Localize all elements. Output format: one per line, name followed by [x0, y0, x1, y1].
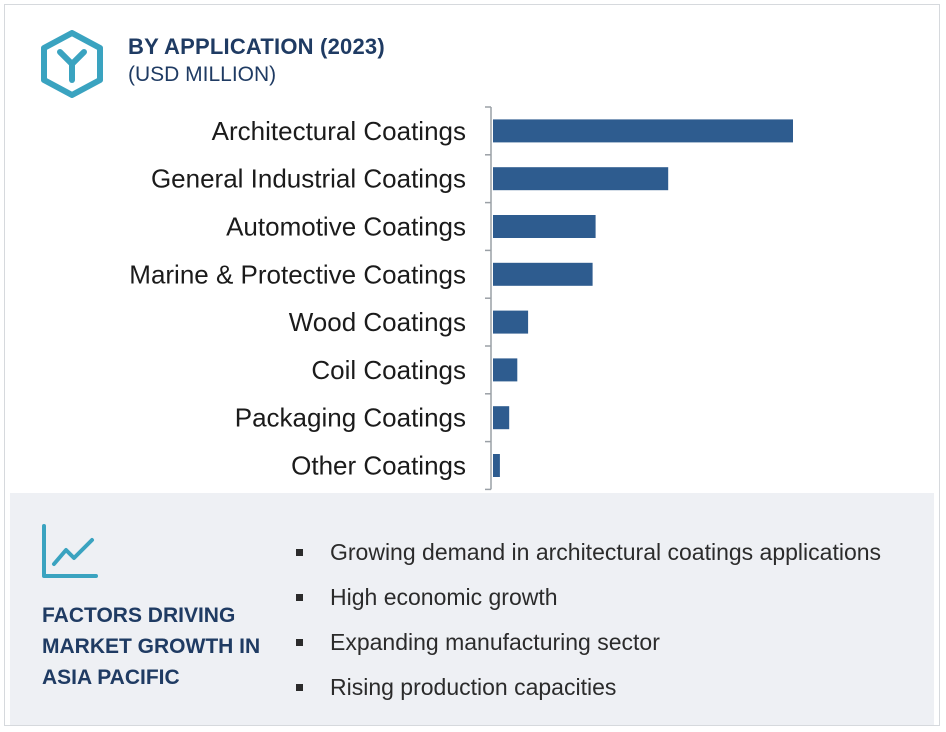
chart-subtitle: (USD MILLION) [128, 63, 277, 86]
category-label: Automotive Coatings [226, 212, 466, 242]
bullet-icon [296, 549, 303, 556]
category-label: Packaging Coatings [235, 403, 466, 433]
factors-title: FACTORS DRIVING MARKET GROWTH IN ASIA PA… [42, 604, 261, 689]
bullet-icon [296, 684, 303, 691]
factor-item-text: Growing demand in architectural coatings… [330, 539, 882, 565]
factors-list: Growing demand in architectural coatings… [296, 530, 881, 710]
chart-title: BY APPLICATION (2023) [128, 34, 385, 59]
category-label: Wood Coatings [289, 307, 466, 337]
factor-item-text: High economic growth [330, 584, 558, 610]
factor-item-text: Rising production capacities [330, 674, 617, 700]
factor-item: Expanding manufacturing sector [296, 620, 881, 665]
bar-chart: Architectural Coatings General Industrial… [129, 106, 793, 491]
category-label: Marine & Protective Coatings [129, 259, 466, 289]
category-label: Architectural Coatings [212, 116, 466, 146]
bar-coil-coatings [493, 358, 518, 382]
category-label: Other Coatings [291, 451, 466, 481]
factors-panel [10, 493, 934, 725]
bar-wood-coatings [493, 310, 529, 334]
factor-item: Growing demand in architectural coatings… [296, 530, 881, 575]
factor-item: High economic growth [296, 575, 881, 620]
trend-chart-icon [42, 524, 98, 578]
bar-general-industrial-coatings [493, 167, 669, 191]
bullet-icon [296, 594, 303, 601]
bullet-icon [296, 639, 303, 646]
bar-packaging-coatings [493, 406, 510, 430]
bar-architectural-coatings [493, 119, 793, 143]
bar-other-coatings [493, 454, 500, 477]
factor-item: Rising production capacities [296, 665, 881, 710]
factor-item-text: Expanding manufacturing sector [330, 629, 660, 655]
bar-marine-protective-coatings [493, 262, 593, 286]
bar-automotive-coatings [493, 215, 596, 238]
category-label: Coil Coatings [311, 355, 466, 385]
category-label: General Industrial Coatings [151, 164, 466, 194]
hexagon-y-logo-icon [41, 30, 103, 98]
